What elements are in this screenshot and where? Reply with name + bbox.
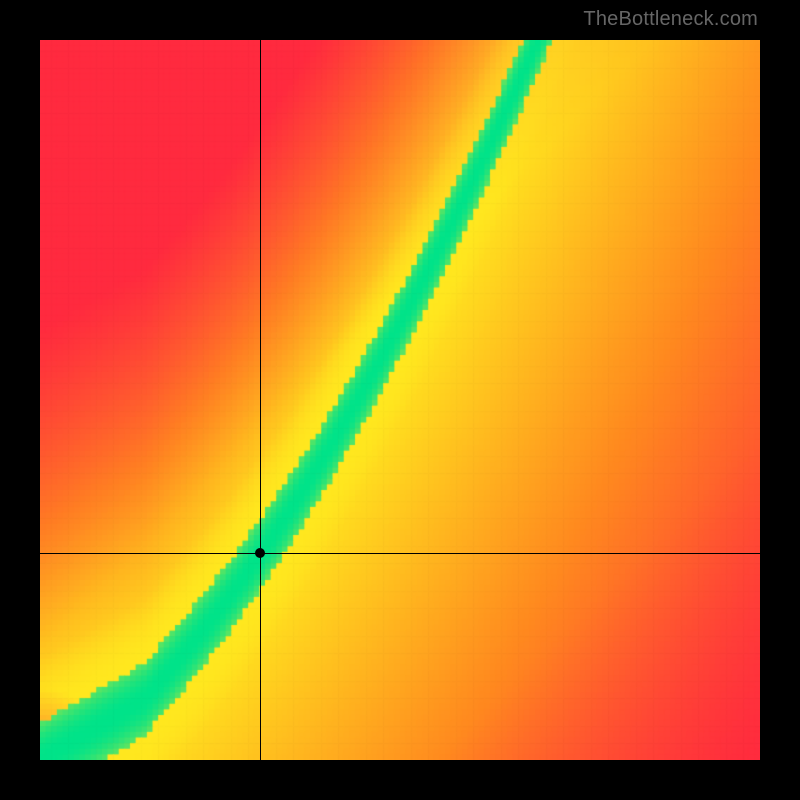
bottleneck-heatmap [40,40,760,760]
crosshair-marker-dot [255,548,265,558]
plot-area [40,40,760,760]
watermark-text: TheBottleneck.com [583,8,758,31]
crosshair-vertical [260,40,261,760]
crosshair-horizontal [40,553,760,554]
chart-container: TheBottleneck.com [0,0,800,800]
